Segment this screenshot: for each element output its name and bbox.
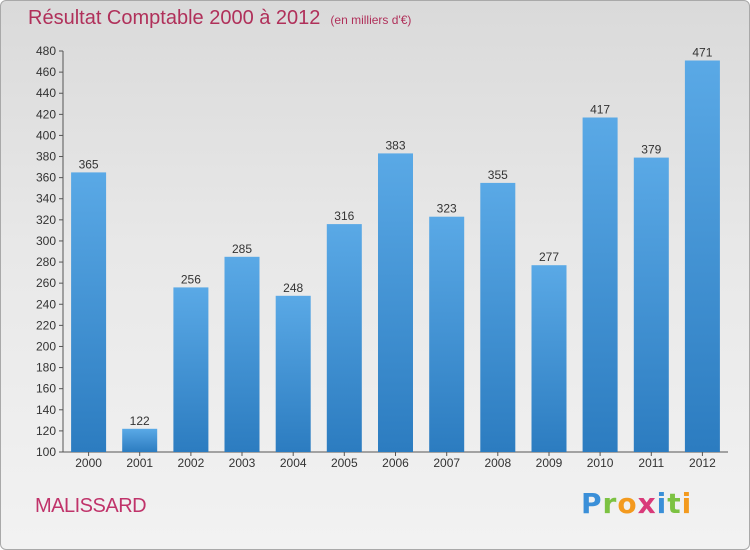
chart-title: Résultat Comptable 2000 à 2012 xyxy=(28,7,321,29)
x-tick-label: 2006 xyxy=(382,456,409,470)
bar xyxy=(326,224,362,452)
y-tick-label: 320 xyxy=(36,213,56,227)
logo-letter: t xyxy=(667,487,682,520)
y-tick-label: 180 xyxy=(36,361,56,375)
logo-letter: x xyxy=(637,487,657,520)
y-tick-label: 140 xyxy=(36,403,56,417)
title-row: Résultat Comptable 2000 à 2012 (en millie… xyxy=(28,7,411,30)
y-tick-label: 380 xyxy=(36,150,56,164)
x-tick-label: 2004 xyxy=(280,456,307,470)
y-tick-label: 300 xyxy=(36,234,56,248)
bars: 365 122 256 285 248 316 383 323 355 277 417 379 471 xyxy=(71,46,720,452)
bar xyxy=(480,182,516,452)
data-label: 248 xyxy=(283,281,303,295)
y-tick-label: 220 xyxy=(36,318,56,332)
y-tick-label: 200 xyxy=(36,339,56,353)
x-tick-label: 2003 xyxy=(229,456,256,470)
x-tick-label: 2012 xyxy=(689,456,716,470)
y-tick-label: 360 xyxy=(36,171,56,185)
y-tick-label: 100 xyxy=(36,445,56,459)
bar xyxy=(582,117,618,452)
y-tick-label: 480 xyxy=(36,44,56,58)
proxiti-logo: Proxiti xyxy=(581,487,692,520)
x-tick-label: 2011 xyxy=(638,456,664,470)
y-tick-label: 460 xyxy=(36,65,56,79)
x-tick-label: 2007 xyxy=(433,456,460,470)
y-tick-label: 420 xyxy=(36,107,56,121)
x-tick-label: 2002 xyxy=(178,456,205,470)
bar xyxy=(122,428,158,452)
logo-letter: i xyxy=(656,487,668,520)
logo-letter: i xyxy=(681,487,693,520)
bar xyxy=(531,265,567,452)
chart-unit: (en milliers d'€) xyxy=(330,13,412,27)
y-tick-label: 260 xyxy=(36,276,56,290)
data-label: 256 xyxy=(181,272,201,286)
data-label: 379 xyxy=(641,143,661,157)
bar xyxy=(633,157,669,452)
x-tick-label: 2000 xyxy=(75,456,102,470)
bar xyxy=(275,295,311,452)
bar xyxy=(684,60,720,452)
bar xyxy=(429,216,465,452)
data-label: 471 xyxy=(692,46,712,60)
commune-name: MALISSARD xyxy=(35,495,147,517)
bar xyxy=(378,153,413,452)
bar xyxy=(224,256,260,452)
y-tick-label: 240 xyxy=(36,297,56,311)
data-label: 122 xyxy=(130,414,150,428)
logo-letter: o xyxy=(617,487,638,520)
y-tick-label: 160 xyxy=(36,382,56,396)
bar xyxy=(71,172,107,452)
x-tick-label: 2009 xyxy=(536,456,563,470)
data-label: 383 xyxy=(385,138,405,152)
data-label: 365 xyxy=(79,157,99,171)
bar xyxy=(173,287,209,452)
data-label: 323 xyxy=(437,202,457,216)
logo-letter: r xyxy=(602,487,618,520)
y-tick-label: 120 xyxy=(36,424,56,438)
data-label: 316 xyxy=(334,209,354,223)
data-label: 355 xyxy=(488,168,508,182)
x-tick-label: 2005 xyxy=(331,456,358,470)
y-tick-label: 340 xyxy=(36,192,56,206)
data-label: 277 xyxy=(539,250,559,264)
logo-letter: P xyxy=(581,487,603,520)
y-tick-label: 440 xyxy=(36,86,56,100)
x-tick-label: 2008 xyxy=(484,456,511,470)
y-tick-label: 400 xyxy=(36,128,56,142)
y-tick-label: 280 xyxy=(36,255,56,269)
x-tick-label: 2010 xyxy=(587,456,614,470)
x-tick-label: 2001 xyxy=(126,456,153,470)
data-label: 285 xyxy=(232,242,252,256)
data-label: 417 xyxy=(590,103,610,117)
